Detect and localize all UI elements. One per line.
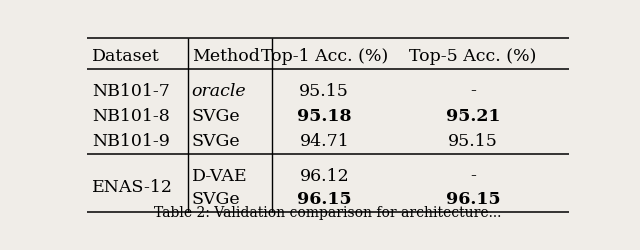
Text: SVGe: SVGe <box>191 190 240 207</box>
Text: Top-5 Acc. (%): Top-5 Acc. (%) <box>410 48 537 64</box>
Text: 95.18: 95.18 <box>297 107 351 124</box>
Text: 96.12: 96.12 <box>300 167 349 184</box>
Text: SVGe: SVGe <box>191 132 240 149</box>
Text: ENAS-12: ENAS-12 <box>92 178 173 195</box>
Text: SVGe: SVGe <box>191 107 240 124</box>
Text: Table 2: Validation comparison for architecture...: Table 2: Validation comparison for archi… <box>154 205 502 219</box>
Text: 94.71: 94.71 <box>300 132 349 149</box>
Text: Dataset: Dataset <box>92 48 160 64</box>
Text: NB101-8: NB101-8 <box>92 107 170 124</box>
Text: D-VAE: D-VAE <box>191 167 247 184</box>
Text: Method: Method <box>191 48 259 64</box>
Text: 95.21: 95.21 <box>446 107 500 124</box>
Text: -: - <box>470 167 476 184</box>
Text: NB101-9: NB101-9 <box>92 132 170 149</box>
Text: 96.15: 96.15 <box>297 190 351 207</box>
Text: NB101-7: NB101-7 <box>92 82 170 99</box>
Text: -: - <box>470 82 476 99</box>
Text: 96.15: 96.15 <box>446 190 500 207</box>
Text: oracle: oracle <box>191 82 246 99</box>
Text: Top-1 Acc. (%): Top-1 Acc. (%) <box>260 48 388 64</box>
Text: 95.15: 95.15 <box>300 82 349 99</box>
Text: 95.15: 95.15 <box>448 132 498 149</box>
